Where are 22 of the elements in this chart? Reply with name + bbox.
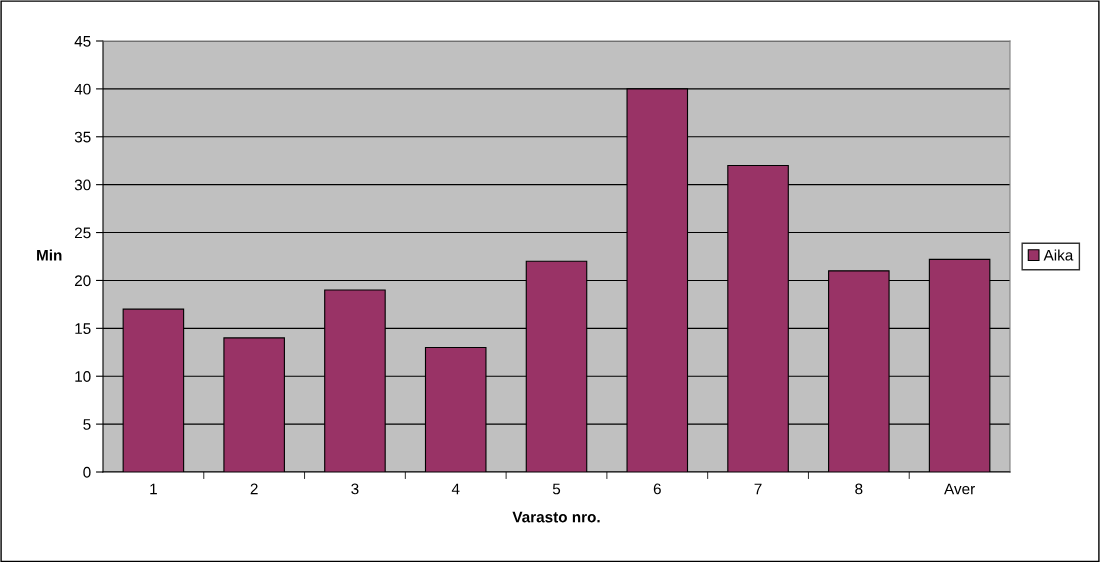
- x-tick-label: 8: [855, 483, 863, 495]
- y-tick-label: 40: [74, 83, 91, 95]
- x-tick-label: 5: [552, 483, 561, 495]
- x-tick-label: 7: [754, 483, 762, 495]
- y-tick-label: 20: [74, 275, 91, 287]
- y-tick-label: 0: [83, 466, 91, 478]
- x-tick-label: 2: [250, 483, 258, 495]
- y-tick-label: 30: [74, 179, 91, 191]
- x-tick-label: Aver: [944, 483, 975, 495]
- legend-label: Aika: [1043, 249, 1074, 261]
- x-tick-label: 6: [653, 483, 661, 495]
- x-axis-title: Varasto nro.: [512, 511, 600, 523]
- y-tick-label: 35: [74, 131, 91, 143]
- y-tick-label: 15: [75, 323, 91, 335]
- x-tick-label: 4: [451, 483, 460, 495]
- x-tick-label: 3: [351, 483, 359, 495]
- y-tick-label: 25: [74, 227, 91, 239]
- y-tick-label: 5: [83, 419, 91, 430]
- y-tick-label: 10: [75, 371, 91, 382]
- x-tick-label: 1: [150, 483, 157, 495]
- y-tick-label: 45: [74, 36, 91, 47]
- y-axis-title: Min: [37, 249, 62, 261]
